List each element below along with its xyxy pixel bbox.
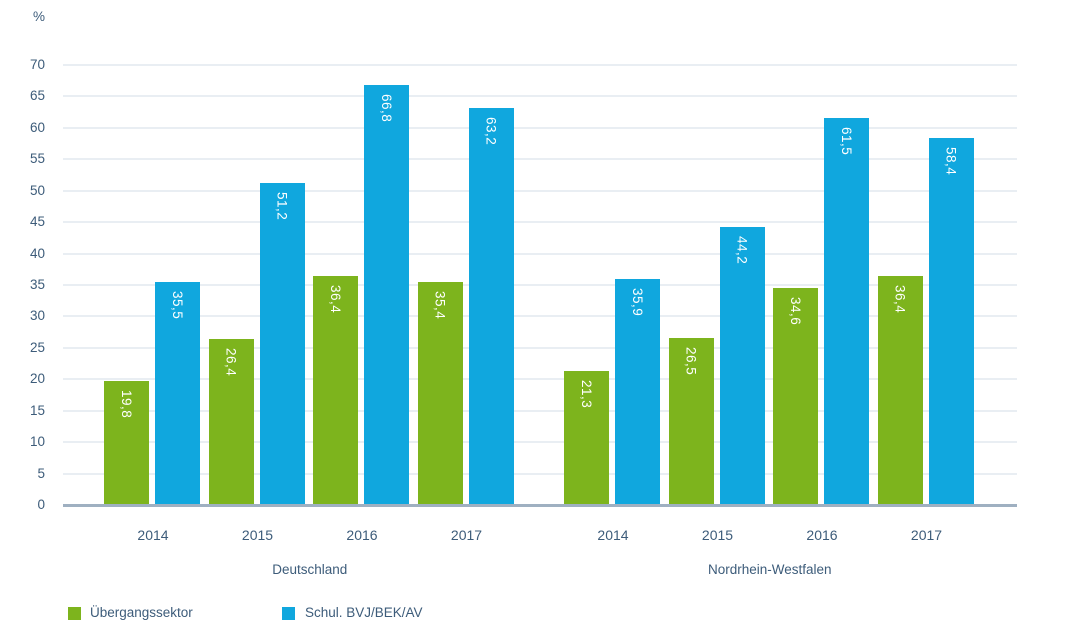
bar-schul-bvj-bek-av-nordrhein-westfalen-2016: 61,5: [824, 118, 869, 505]
bar-schul-bvj-bek-av-nordrhein-westfalen-2014: 35,9: [615, 279, 660, 505]
gridline: [63, 441, 1017, 444]
bar-uebergangssektor-nordrhein-westfalen-2015: 26,5: [668, 338, 714, 505]
y-tick-label: 40: [29, 245, 45, 261]
bar-schul-bvj-bek-av-nordrhein-westfalen-2017: 58,4: [928, 137, 974, 505]
bar-value-label: 58,4: [943, 146, 959, 176]
gridline: [63, 472, 1017, 475]
gridline: [63, 64, 1017, 66]
y-tick-label: 55: [29, 151, 45, 167]
x-axis-year-label: 2015: [241, 527, 274, 543]
bar-schul-bvj-bek-av-deutschland-2017: 63,2: [468, 107, 514, 505]
x-axis-year-label: 2016: [806, 527, 838, 543]
y-tick-label: 10: [29, 434, 45, 450]
gridline: [63, 284, 1017, 286]
bar-schul-bvj-bek-av-nordrhein-westfalen-2015: 44,2: [719, 227, 765, 505]
gridline: [63, 221, 1017, 224]
x-axis-year-label: 2017: [910, 527, 943, 543]
gridline: [63, 346, 1017, 349]
gridline: [63, 315, 1017, 318]
x-axis-year-label: 2016: [346, 527, 378, 543]
bar-value-label: 51,2: [274, 192, 290, 221]
gridline: [63, 126, 1017, 129]
y-tick-label: 0: [37, 497, 45, 512]
bar-uebergangssektor-deutschland-2017: 35,4: [417, 282, 463, 505]
bar-value-label: 26,4: [223, 348, 239, 377]
bar-uebergangssektor-deutschland-2016: 36,4: [313, 276, 358, 505]
x-axis-year-label: 2014: [137, 527, 169, 543]
bar-value-label: 44,2: [734, 236, 750, 265]
legend-swatch-uebergangssektor: [68, 607, 81, 620]
y-tick-label: 20: [29, 371, 45, 387]
bar-uebergangssektor-deutschland-2014: 19,8: [104, 380, 149, 505]
gridline: [63, 189, 1017, 192]
bar-value-label: 36,4: [328, 285, 343, 314]
legend-swatch-schul-bvj-bek-av: [282, 607, 295, 620]
bar-uebergangssektor-deutschland-2015: 26,4: [208, 339, 254, 505]
x-axis-year-label: 2014: [597, 527, 629, 543]
y-tick-label: 65: [29, 88, 45, 104]
bar-schul-bvj-bek-av-deutschland-2015: 51,2: [259, 183, 305, 505]
y-tick-label: 50: [29, 182, 45, 198]
bar-value-label: 36,4: [892, 285, 908, 314]
y-tick-label: 35: [29, 277, 45, 292]
bar-uebergangssektor-nordrhein-westfalen-2017: 36,4: [877, 276, 923, 505]
bar-schul-bvj-bek-av-deutschland-2014: 35,5: [155, 281, 200, 505]
y-tick-label: 25: [29, 339, 45, 355]
gridline: [63, 409, 1017, 412]
bar-value-label: 35,4: [432, 291, 448, 320]
x-axis-line: [63, 504, 1017, 507]
bar-value-label: 34,6: [788, 296, 803, 325]
bar-value-label: 21,3: [579, 380, 594, 409]
legend-label-schul-bvj-bek-av: Schul. BVJ/BEK/AV: [305, 605, 423, 620]
y-tick-label: 70: [29, 57, 45, 72]
x-axis-year-label: 2017: [450, 527, 483, 543]
bar-value-label: 26,5: [683, 347, 699, 376]
bar-schul-bvj-bek-av-deutschland-2016: 66,8: [364, 85, 409, 505]
y-tick-label: 60: [29, 119, 45, 135]
bar-uebergangssektor-nordrhein-westfalen-2016: 34,6: [773, 287, 818, 505]
gridline: [63, 252, 1017, 255]
bar-value-label: 61,5: [839, 127, 854, 156]
legend: Übergangssektor Schul. BVJ/BEK/AV: [0, 600, 1080, 626]
region-label-nordrhein-westfalen: Nordrhein-Westfalen: [707, 562, 832, 577]
y-tick-label: 45: [29, 214, 45, 230]
bar-value-label: 66,8: [379, 94, 394, 123]
gridline: [63, 158, 1017, 161]
bar-value-label: 35,5: [170, 290, 185, 320]
bar-uebergangssektor-nordrhein-westfalen-2014: 21,3: [564, 371, 609, 505]
x-axis-year-label: 2015: [701, 527, 734, 543]
y-tick-label: 30: [29, 308, 45, 324]
y-tick-label: 15: [29, 402, 45, 418]
bar-value-label: 35,9: [630, 288, 645, 317]
bar-value-label: 19,8: [119, 389, 134, 418]
gridline: [63, 95, 1017, 98]
y-tick-label: 5: [37, 465, 45, 481]
gridline: [63, 378, 1017, 381]
region-label-deutschland: Deutschland: [272, 562, 348, 577]
legend-label-uebergangssektor: Übergangssektor: [90, 605, 193, 620]
bar-value-label: 63,2: [483, 116, 499, 146]
y-axis-unit-label: %: [32, 9, 45, 24]
